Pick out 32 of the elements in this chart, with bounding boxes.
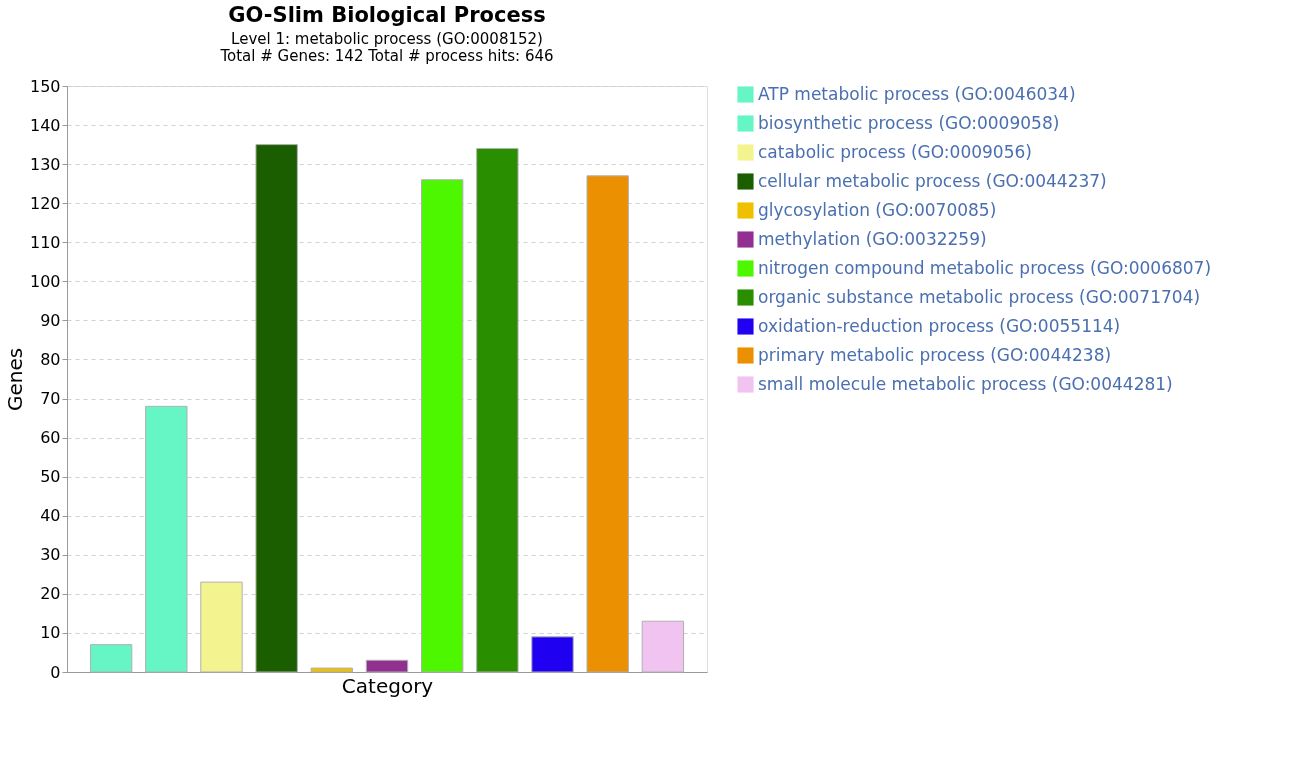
legend-label: primary metabolic process (GO:0044238) xyxy=(758,344,1112,365)
text: Total # Genes: 142 Total # process hits: 646 xyxy=(219,47,554,65)
y-tick-label: 100 xyxy=(29,271,61,291)
y-tick-label: 90 xyxy=(40,310,61,330)
y-tick-label: 110 xyxy=(29,232,61,252)
legend-label: biosynthetic process (GO:0009058) xyxy=(758,112,1060,133)
legend-label: oxidation-reduction process (GO:0055114) xyxy=(758,315,1121,336)
legend-label: ATP metabolic process (GO:0046034) xyxy=(758,83,1076,104)
y-tick-label: 0 xyxy=(50,662,61,682)
legend-label: glycosylation (GO:0070085) xyxy=(758,199,997,220)
y-tick-label: 20 xyxy=(40,584,61,604)
legend-label: catabolic process (GO:0009056) xyxy=(758,141,1032,162)
y-tick-label: 10 xyxy=(40,623,61,643)
legend-label: nitrogen compound metabolic process (GO:0006807) xyxy=(758,257,1212,278)
y-tick-label: 70 xyxy=(40,389,61,409)
legend-label: small molecule metabolic process (GO:0044281) xyxy=(758,373,1173,394)
y-tick-label: 30 xyxy=(40,545,61,565)
legend-label: organic substance metabolic process (GO:0071704) xyxy=(758,286,1201,307)
y-tick-label: 50 xyxy=(40,467,61,487)
x-axis-title: Category xyxy=(341,673,434,698)
legend-label: cellular metabolic process (GO:0044237) xyxy=(758,170,1107,191)
y-tick-label: 140 xyxy=(29,115,61,135)
y-tick-label: 130 xyxy=(29,154,61,174)
chart-title: GO-Slim Biological Process xyxy=(228,3,546,27)
y-tick-label: 40 xyxy=(40,506,61,526)
y-tick-label: 80 xyxy=(40,349,61,369)
y-tick-label: 150 xyxy=(29,76,61,96)
chart-subtitle: Level 1: metabolic process (GO:0008152) xyxy=(231,30,543,48)
legend-label: methylation (GO:0032259) xyxy=(758,228,987,249)
y-axis-title: Genes xyxy=(2,347,27,412)
y-tick-label: 60 xyxy=(40,428,61,448)
y-tick-label: 120 xyxy=(29,193,61,213)
